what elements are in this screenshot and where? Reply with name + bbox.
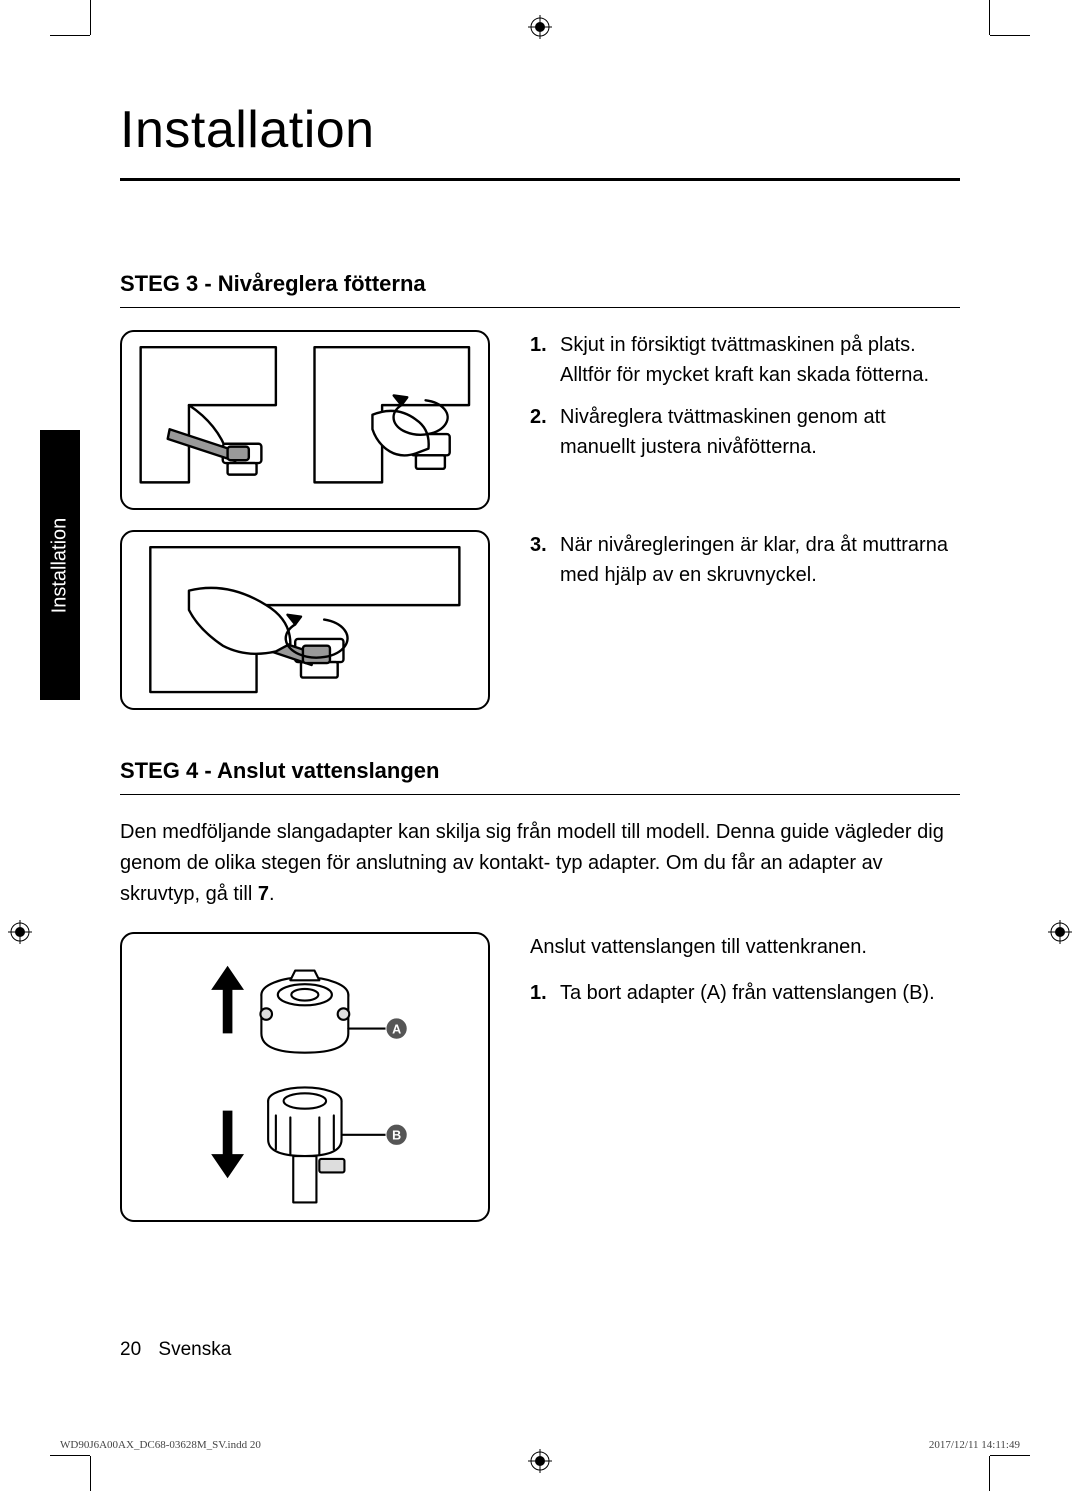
registration-mark-icon (8, 920, 32, 944)
list-number: 3. (530, 530, 560, 590)
crop-mark (50, 1455, 90, 1456)
list-item: 1. Skjut in försiktigt tvättmaskinen på … (530, 330, 960, 390)
step3-text1: 1. Skjut in försiktigt tvättmaskinen på … (530, 330, 960, 510)
step4-illustration: A B (120, 932, 490, 1222)
list-number: 1. (530, 330, 560, 390)
crop-mark (90, 1456, 91, 1491)
crop-mark (990, 1455, 1030, 1456)
list-text: Ta bort adapter (A) från vattenslangen (… (560, 978, 960, 1008)
callout-label-a: A (392, 1023, 401, 1037)
intro-bold: 7 (258, 883, 269, 905)
crop-mark (90, 0, 91, 35)
list-item: 1. Ta bort adapter (A) från vattenslange… (530, 978, 960, 1008)
step3-row2: 3. När nivåregleringen är klar, dra åt m… (120, 530, 960, 710)
step3-section: STEG 3 - Nivåreglera fötterna (120, 271, 960, 710)
print-timestamp: 2017/12/11 14:11:49 (929, 1439, 1020, 1451)
list-text: Nivåreglera tvättmaskinen genom att manu… (560, 402, 960, 462)
print-file-name: WD90J6A00AX_DC68-03628M_SV.indd 20 (60, 1439, 261, 1451)
crop-mark (989, 1456, 990, 1491)
page-content: Installation Installation STEG 3 - Nivår… (120, 100, 960, 1431)
crop-mark (989, 0, 990, 35)
step4-row: A B Anslut vattenslangen till vattenkran… (120, 932, 960, 1222)
intro-text-2: . (269, 883, 275, 905)
list-number: 2. (530, 402, 560, 462)
registration-mark-icon (1048, 920, 1072, 944)
registration-mark-icon (528, 15, 552, 39)
page-footer: 20 Svenska (120, 1339, 231, 1361)
list-number: 1. (530, 978, 560, 1008)
crop-mark (50, 35, 90, 36)
step3-illustration-2 (120, 530, 490, 710)
registration-mark-icon (528, 1449, 552, 1473)
print-footer: WD90J6A00AX_DC68-03628M_SV.indd 20 2017/… (60, 1439, 1020, 1451)
callout-label-b: B (392, 1129, 401, 1143)
list-text: Skjut in försiktigt tvättmaskinen på pla… (560, 330, 960, 390)
sidebar-tab-label: Installation (49, 517, 72, 613)
crop-mark (990, 35, 1030, 36)
step3-row1: 1. Skjut in försiktigt tvättmaskinen på … (120, 330, 960, 510)
step4-right-intro: Anslut vattenslangen till vattenkranen. (530, 932, 960, 962)
list-item: 2. Nivåreglera tvättmaskinen genom att m… (530, 402, 960, 462)
step4-section: STEG 4 - Anslut vattenslangen Den medföl… (120, 758, 960, 1222)
intro-text-1: Den medföljande slangadapter kan skilja … (120, 821, 944, 905)
step4-heading: STEG 4 - Anslut vattenslangen (120, 758, 960, 795)
page-number: 20 (120, 1339, 141, 1360)
page-title: Installation (120, 100, 960, 181)
footer-language: Svenska (158, 1339, 231, 1360)
step3-illustration-1 (120, 330, 490, 510)
sidebar-tab: Installation (40, 430, 80, 700)
step3-text2: 3. När nivåregleringen är klar, dra åt m… (530, 530, 960, 710)
step4-intro: Den medföljande slangadapter kan skilja … (120, 817, 960, 910)
list-item: 3. När nivåregleringen är klar, dra åt m… (530, 530, 960, 590)
step3-heading: STEG 3 - Nivåreglera fötterna (120, 271, 960, 308)
list-text: När nivåregleringen är klar, dra åt mutt… (560, 530, 960, 590)
step4-text: Anslut vattenslangen till vattenkranen. … (530, 932, 960, 1222)
